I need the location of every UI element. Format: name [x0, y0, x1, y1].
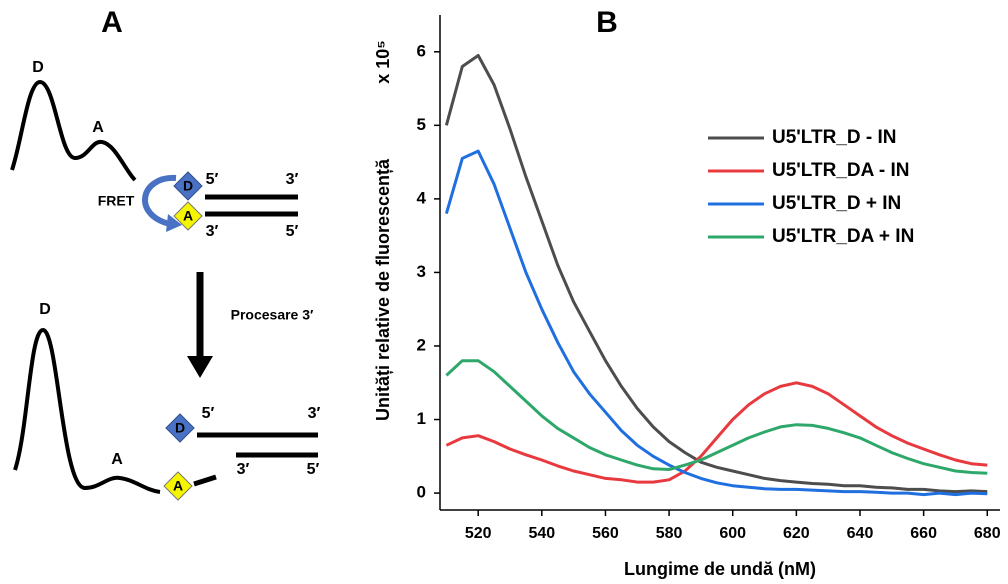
acceptor-label: A — [183, 208, 193, 224]
x-tick-label: 560 — [592, 525, 619, 542]
panel-label: A — [101, 6, 123, 39]
x-tick-label: 660 — [910, 525, 937, 542]
peak-label: D — [32, 59, 44, 76]
panel-label: B — [596, 6, 618, 39]
panel-b: B Lungime de undă (nM) Unități relative … — [373, 6, 1001, 579]
peak-label: D — [39, 301, 51, 318]
series-line — [444, 149, 988, 497]
y-tick-label: 2 — [417, 335, 426, 354]
y-tick-label: 4 — [417, 188, 427, 207]
x-tick-label: 620 — [783, 525, 810, 542]
strand-end: 5′ — [286, 223, 299, 240]
acceptor — [173, 201, 203, 231]
legend-label: U5'LTR_DA - IN — [772, 160, 910, 181]
dna-fragment — [193, 474, 217, 487]
y-tick-label: 1 — [417, 409, 426, 428]
strand-end: 3′ — [308, 405, 321, 422]
y-tick-label: 6 — [417, 41, 426, 60]
y-axis-title: Unități relative de fluorescență — [373, 158, 393, 421]
fret-arrow — [142, 174, 177, 227]
spectrum-curve — [10, 79, 137, 182]
series-line — [445, 359, 988, 475]
strand-end: 5′ — [307, 461, 320, 478]
y-tick-label: 3 — [417, 262, 426, 281]
legend-label: U5'LTR_D - IN — [772, 127, 897, 148]
legend-label: U5'LTR_D + IN — [772, 193, 901, 214]
strand-end: 3′ — [237, 461, 250, 478]
x-tick-label: 580 — [656, 525, 683, 542]
fret-arrow-head — [166, 214, 182, 232]
process-arrow-head — [187, 356, 213, 378]
series-line — [444, 54, 988, 494]
legend-label: U5'LTR_DA + IN — [772, 226, 914, 247]
donor-label: D — [175, 420, 185, 436]
x-tick-label: 640 — [847, 525, 874, 542]
fret-label: FRET — [98, 193, 135, 209]
donor — [173, 171, 203, 201]
acceptor — [163, 471, 193, 501]
x-tick-label: 600 — [719, 525, 746, 542]
strand-end: 3′ — [286, 171, 299, 188]
x-axis-title: Lungime de undă (nM) — [624, 559, 816, 579]
x-tick-label: 520 — [465, 525, 492, 542]
donor-label: D — [183, 178, 193, 194]
x-tick-label: 680 — [974, 525, 1001, 542]
spectrum-curve — [13, 327, 161, 494]
strand-end: 3′ — [206, 223, 219, 240]
series-line — [445, 381, 988, 484]
peak-label: A — [92, 119, 104, 136]
acceptor-label: A — [173, 478, 183, 494]
x-tick-label: 540 — [528, 525, 555, 542]
strand-end: 5′ — [206, 171, 219, 188]
donor — [165, 413, 195, 443]
panel-a: A D A FRET D A 5′ 3′ 3′ 5′ Procesare 3′ … — [10, 6, 321, 501]
peak-label: A — [111, 451, 123, 468]
y-axis-unit: x 10⁵ — [373, 40, 393, 84]
step-label: Procesare 3′ — [231, 307, 314, 323]
y-tick-label: 0 — [417, 483, 426, 502]
strand-end: 5′ — [202, 405, 215, 422]
y-tick-label: 5 — [417, 115, 426, 134]
